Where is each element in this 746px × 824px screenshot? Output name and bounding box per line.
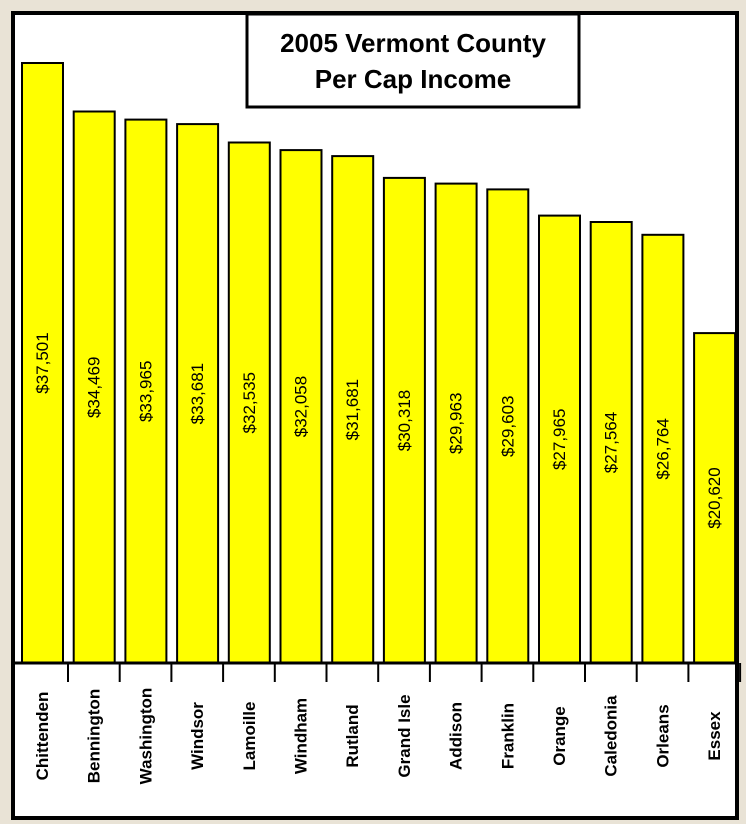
bar-essex <box>693 332 737 664</box>
category-label: Grand Isle <box>395 694 414 777</box>
category-label: Bennington <box>85 689 104 783</box>
value-label: $32,535 <box>240 372 259 433</box>
value-label: $37,501 <box>33 332 52 393</box>
bars-group: $37,501 $34,469 $33,965 $33,681 $32,535 $32,0… <box>21 62 737 665</box>
category-label: Washington <box>136 688 155 785</box>
category-label: Orange <box>550 706 569 766</box>
category-label: Addison <box>447 702 466 770</box>
bar-windsor <box>176 123 220 665</box>
value-label: $27,965 <box>550 409 569 470</box>
bar-washington <box>124 118 168 665</box>
value-label: $34,469 <box>85 357 104 418</box>
value-label: $26,764 <box>653 418 672 479</box>
category-label: Rutland <box>343 704 362 767</box>
value-label: $33,965 <box>136 361 155 422</box>
chart-title-line-2: Per Cap Income <box>315 64 512 94</box>
category-label: Lamoille <box>240 702 259 771</box>
bar-franklin <box>486 188 530 664</box>
value-label: $33,681 <box>188 363 207 424</box>
bar-caledonia <box>589 221 633 664</box>
value-label: $27,564 <box>602 412 621 473</box>
value-label: $31,681 <box>343 379 362 440</box>
bar-chittenden <box>21 62 64 664</box>
category-label: Caledonia <box>602 695 621 777</box>
category-label: Windsor <box>188 702 207 770</box>
value-label: $29,963 <box>447 393 466 454</box>
chart-title-line-1: 2005 Vermont County <box>280 28 546 58</box>
value-label: $30,318 <box>395 390 414 451</box>
bar-lamoille <box>227 141 271 664</box>
title-box-border <box>245 12 581 109</box>
bar-orange <box>538 214 581 664</box>
category-label: Franklin <box>498 703 517 769</box>
chart-title-box: 2005 Vermont County Per Cap Income <box>245 12 581 109</box>
category-label: Chittenden <box>33 692 52 781</box>
category-label: Orleans <box>653 704 672 767</box>
bar-rutland <box>331 155 375 664</box>
value-label: $29,603 <box>498 395 517 456</box>
category-label: Windham <box>292 698 311 774</box>
category-labels-group: Chittenden Bennington Washington Windsor Lam… <box>33 663 742 785</box>
category-label: Essex <box>705 711 724 761</box>
value-label: $32,058 <box>292 376 311 437</box>
bar-windham <box>279 149 323 665</box>
value-label: $20,620 <box>705 467 724 528</box>
